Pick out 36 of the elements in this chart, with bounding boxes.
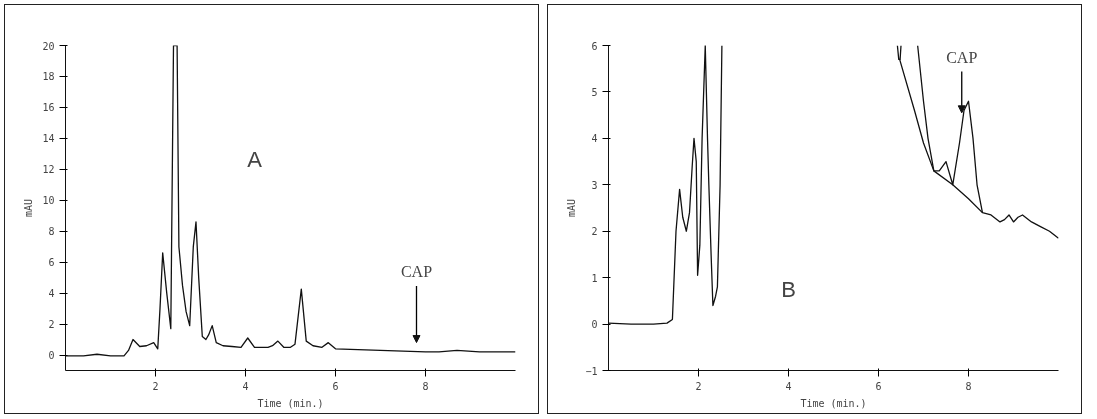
y-tick-label: 3	[591, 179, 598, 191]
y-tick-label: 2	[591, 226, 598, 238]
line-series	[65, 45, 516, 357]
x-tick-label: 4	[242, 380, 249, 392]
y-tick-label: 18	[42, 71, 55, 83]
y-tick-label: 8	[48, 226, 55, 238]
y-tick-label: 0	[591, 319, 598, 331]
y-axis-title: mAU	[566, 198, 578, 218]
y-tick-label: 1	[591, 272, 598, 284]
x-tick-label: 6	[875, 380, 882, 392]
y-tick-label: 4	[591, 133, 598, 145]
y-tick-label: 6	[591, 40, 598, 52]
y-tick-label: 16	[42, 102, 55, 114]
y-tick-label: 12	[42, 164, 55, 176]
x-tick-label: 4	[785, 380, 792, 392]
annotation: CAP	[400, 263, 433, 281]
y-tick-label: 10	[42, 195, 55, 207]
annotation: B	[781, 276, 796, 302]
y-tick-label: 2	[48, 319, 55, 331]
y-tick-label: 6	[48, 257, 55, 269]
x-tick-label: 6	[332, 380, 339, 392]
y-tick-label: 20	[42, 40, 55, 52]
y-axis-title: mAU	[23, 198, 35, 218]
x-tick-label: 2	[695, 380, 702, 392]
y-tick-label: 0	[48, 350, 55, 362]
y-tick-label: 5	[591, 86, 598, 98]
x-tick-label: 8	[965, 380, 972, 392]
annotation: CAP	[946, 48, 978, 66]
y-tick-label: 14	[42, 133, 55, 145]
x-tick-label: 2	[152, 380, 159, 392]
annotation: A	[247, 146, 263, 172]
y-tick-label: 4	[48, 288, 55, 300]
y-tick-label: −1	[585, 365, 598, 377]
x-axis-title: Time (min.)	[800, 397, 867, 409]
x-tick-label: 8	[422, 380, 429, 392]
x-axis-title: Time (min.)	[257, 397, 324, 409]
